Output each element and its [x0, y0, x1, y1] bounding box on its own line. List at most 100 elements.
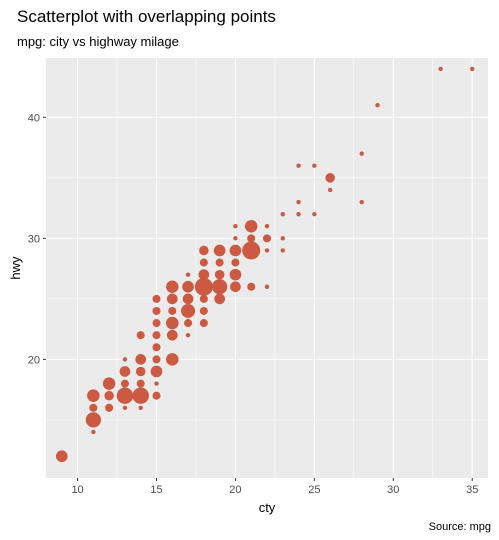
x-axis-label: cty	[259, 500, 276, 515]
scatter-point	[296, 163, 301, 168]
scatter-point	[116, 387, 134, 404]
scatter-point	[231, 258, 240, 267]
scatter-point	[214, 293, 225, 305]
scatter-point	[152, 331, 161, 340]
scatter-point	[229, 244, 242, 257]
scatter-point	[264, 224, 270, 229]
scatter-point	[296, 199, 301, 205]
scatter-point	[262, 234, 272, 243]
scatter-point	[122, 357, 128, 362]
scatter-point	[215, 258, 224, 267]
scatter-point	[89, 403, 98, 412]
scatter-point	[138, 405, 143, 410]
scatter-point	[102, 377, 116, 390]
scatter-point	[438, 66, 443, 72]
scatter-point	[150, 365, 163, 378]
scatter-point	[152, 306, 161, 315]
scatter-point	[166, 353, 179, 366]
x-tick-label: 35	[466, 484, 478, 496]
scatter-point	[230, 281, 241, 293]
scatter-point	[312, 211, 317, 217]
scatter-point	[105, 403, 114, 412]
scatter-point	[359, 151, 364, 156]
scatter-point	[168, 306, 177, 315]
scatter-point	[198, 269, 210, 281]
scatter-point	[199, 306, 208, 315]
scatter-point	[91, 429, 96, 435]
scatter-point	[55, 450, 68, 463]
chart-subtitle: mpg: city vs highway milage	[17, 34, 179, 49]
scatter-point	[264, 284, 270, 289]
scatter-point	[185, 272, 191, 277]
scatter-point	[280, 236, 285, 241]
scatter-point	[166, 329, 178, 341]
scatter-point	[359, 199, 364, 205]
scatter-point	[166, 293, 178, 305]
scatter-point	[135, 366, 146, 377]
scatter-point	[199, 245, 209, 256]
chart-caption: Source: mpg	[429, 521, 491, 533]
scatter-point	[325, 173, 335, 183]
scatter-point	[185, 332, 191, 338]
scatter-point	[194, 277, 213, 296]
scatter-point	[242, 241, 261, 260]
scatter-point	[152, 391, 161, 400]
scatter-point	[136, 331, 145, 340]
axis-ticks: 10 15 20 25 30 35 20 30 40	[28, 112, 479, 496]
y-tick-label: 20	[28, 354, 40, 366]
scatter-point	[211, 279, 228, 295]
scatter-point	[199, 294, 208, 303]
x-tick-label: 10	[71, 484, 83, 496]
scatter-point	[327, 187, 333, 193]
data-points	[55, 66, 475, 463]
scatter-point	[119, 366, 131, 377]
scatter-point	[199, 319, 208, 328]
scatter-point	[85, 412, 102, 428]
x-tick-label: 25	[308, 484, 320, 496]
scatter-point	[136, 379, 145, 388]
scatter-point	[233, 224, 238, 229]
scatter-point	[182, 293, 194, 305]
scatter-point	[104, 390, 114, 401]
plot-panel	[46, 58, 488, 478]
scatter-point	[264, 248, 270, 253]
scatter-point	[247, 282, 256, 291]
x-tick-label: 20	[229, 484, 241, 496]
scatter-point	[152, 343, 161, 352]
scatter-point	[229, 268, 242, 281]
scatter-point	[296, 211, 301, 217]
scatter-point	[135, 354, 147, 365]
scatter-point	[152, 294, 161, 303]
scatter-point	[152, 319, 161, 328]
scatter-point	[87, 389, 100, 402]
y-axis-label: hwy	[8, 256, 23, 280]
scatter-point	[244, 219, 258, 233]
y-tick-label: 30	[28, 233, 40, 245]
scatter-point	[213, 244, 226, 257]
scatter-point	[280, 248, 285, 253]
x-tick-label: 30	[387, 484, 399, 496]
scatter-point	[122, 405, 128, 410]
scatter-point	[280, 211, 285, 217]
scatter-point	[312, 163, 317, 168]
scatter-point	[152, 355, 161, 364]
grid-lines	[46, 58, 488, 478]
scatter-point	[154, 381, 159, 386]
y-tick-label: 40	[28, 112, 40, 124]
scatter-point	[199, 258, 208, 267]
scatter-point	[470, 66, 475, 72]
scatter-point	[166, 316, 179, 330]
scatter-point	[233, 236, 238, 241]
scatter-point	[166, 280, 179, 294]
scatter-point	[375, 103, 380, 108]
scatter-point	[247, 234, 256, 243]
x-tick-label: 15	[150, 484, 162, 496]
scatter-point	[214, 269, 225, 280]
scatter-point	[182, 280, 194, 293]
scatter-point	[181, 303, 196, 318]
scatter-point	[120, 379, 129, 388]
scatter-point	[184, 319, 193, 328]
scatter-point	[132, 387, 149, 404]
chart-title: Scatterplot with overlapping points	[17, 7, 276, 26]
